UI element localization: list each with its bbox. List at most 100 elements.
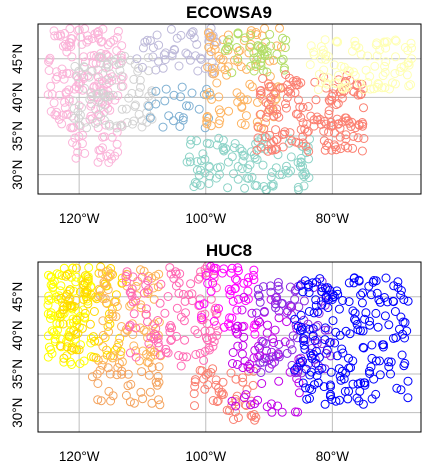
station-point xyxy=(202,138,212,148)
station-point xyxy=(264,363,274,373)
station-point xyxy=(102,59,112,69)
station-point xyxy=(138,43,148,53)
station-point xyxy=(239,151,249,161)
station-point xyxy=(274,112,284,122)
station-point xyxy=(185,157,195,167)
station-point xyxy=(137,367,147,377)
station-point xyxy=(85,94,95,104)
station-point xyxy=(375,297,385,307)
station-point xyxy=(59,353,69,363)
station-point xyxy=(343,143,353,153)
station-point xyxy=(308,349,318,359)
station-point xyxy=(230,139,240,148)
station-point xyxy=(262,402,272,412)
station-point xyxy=(49,98,59,108)
station-point xyxy=(154,56,163,66)
station-point xyxy=(231,327,241,337)
station-point xyxy=(328,120,338,130)
station-point xyxy=(348,356,358,366)
station-point xyxy=(55,319,65,329)
station-point xyxy=(323,73,333,83)
station-point xyxy=(365,316,374,326)
station-point xyxy=(47,326,57,336)
station-point xyxy=(222,44,231,54)
station-point xyxy=(380,61,390,71)
station-point xyxy=(324,106,334,116)
station-point xyxy=(147,86,157,96)
station-point xyxy=(134,109,144,119)
station-point xyxy=(287,136,297,146)
station-point xyxy=(86,101,96,111)
station-point xyxy=(207,31,216,41)
station-point xyxy=(293,80,303,90)
station-point xyxy=(358,288,368,298)
station-point xyxy=(143,53,153,63)
station-point xyxy=(249,410,259,419)
station-point xyxy=(46,81,56,91)
station-point xyxy=(359,134,369,143)
station-point xyxy=(185,55,195,65)
station-point xyxy=(333,119,343,129)
station-point xyxy=(233,162,243,171)
station-point xyxy=(261,37,271,47)
station-point xyxy=(80,312,89,322)
station-point xyxy=(267,167,277,177)
station-point xyxy=(111,290,121,300)
station-point xyxy=(93,65,103,75)
station-point xyxy=(202,90,212,100)
station-point xyxy=(276,42,286,52)
station-point xyxy=(72,315,82,325)
station-point xyxy=(251,28,261,37)
station-point xyxy=(215,162,225,172)
station-point xyxy=(290,88,300,98)
station-point xyxy=(200,384,210,394)
x-tick-label: 100°W xyxy=(185,449,226,464)
station-point xyxy=(358,342,368,352)
station-point xyxy=(80,148,90,158)
station-point xyxy=(135,75,145,85)
station-point xyxy=(84,263,94,273)
station-point xyxy=(95,145,105,155)
station-point xyxy=(245,42,255,52)
station-point xyxy=(371,356,381,366)
station-point xyxy=(331,327,341,337)
station-point xyxy=(262,47,272,57)
station-point xyxy=(298,378,308,388)
station-point xyxy=(252,308,262,318)
station-point xyxy=(304,173,314,183)
station-point xyxy=(210,44,220,54)
y-tick-label: 30°N xyxy=(10,398,25,428)
station-point xyxy=(318,49,328,59)
station-point xyxy=(109,351,119,361)
station-point xyxy=(200,123,210,133)
station-point xyxy=(277,170,287,179)
station-point xyxy=(198,315,208,325)
station-point xyxy=(298,138,308,148)
station-point xyxy=(96,396,106,406)
station-point xyxy=(302,127,312,137)
station-point xyxy=(146,332,156,342)
station-point xyxy=(344,297,354,307)
station-point xyxy=(298,103,308,112)
station-point xyxy=(357,146,367,156)
station-points xyxy=(43,261,413,425)
station-point xyxy=(97,53,107,63)
station-point xyxy=(77,39,87,49)
station-point xyxy=(211,309,221,319)
station-point xyxy=(215,116,225,125)
station-point xyxy=(275,23,284,33)
station-point xyxy=(311,295,321,305)
station-point xyxy=(58,319,68,329)
station-point xyxy=(285,300,295,310)
station-point xyxy=(117,357,127,367)
station-point xyxy=(161,84,171,94)
station-point xyxy=(61,87,71,97)
station-point xyxy=(276,83,286,93)
station-point xyxy=(280,43,290,53)
station-point xyxy=(248,380,258,390)
station-point xyxy=(238,156,248,166)
station-point xyxy=(404,60,414,70)
station-point xyxy=(141,310,151,320)
station-point xyxy=(197,313,206,323)
station-point xyxy=(322,141,332,151)
